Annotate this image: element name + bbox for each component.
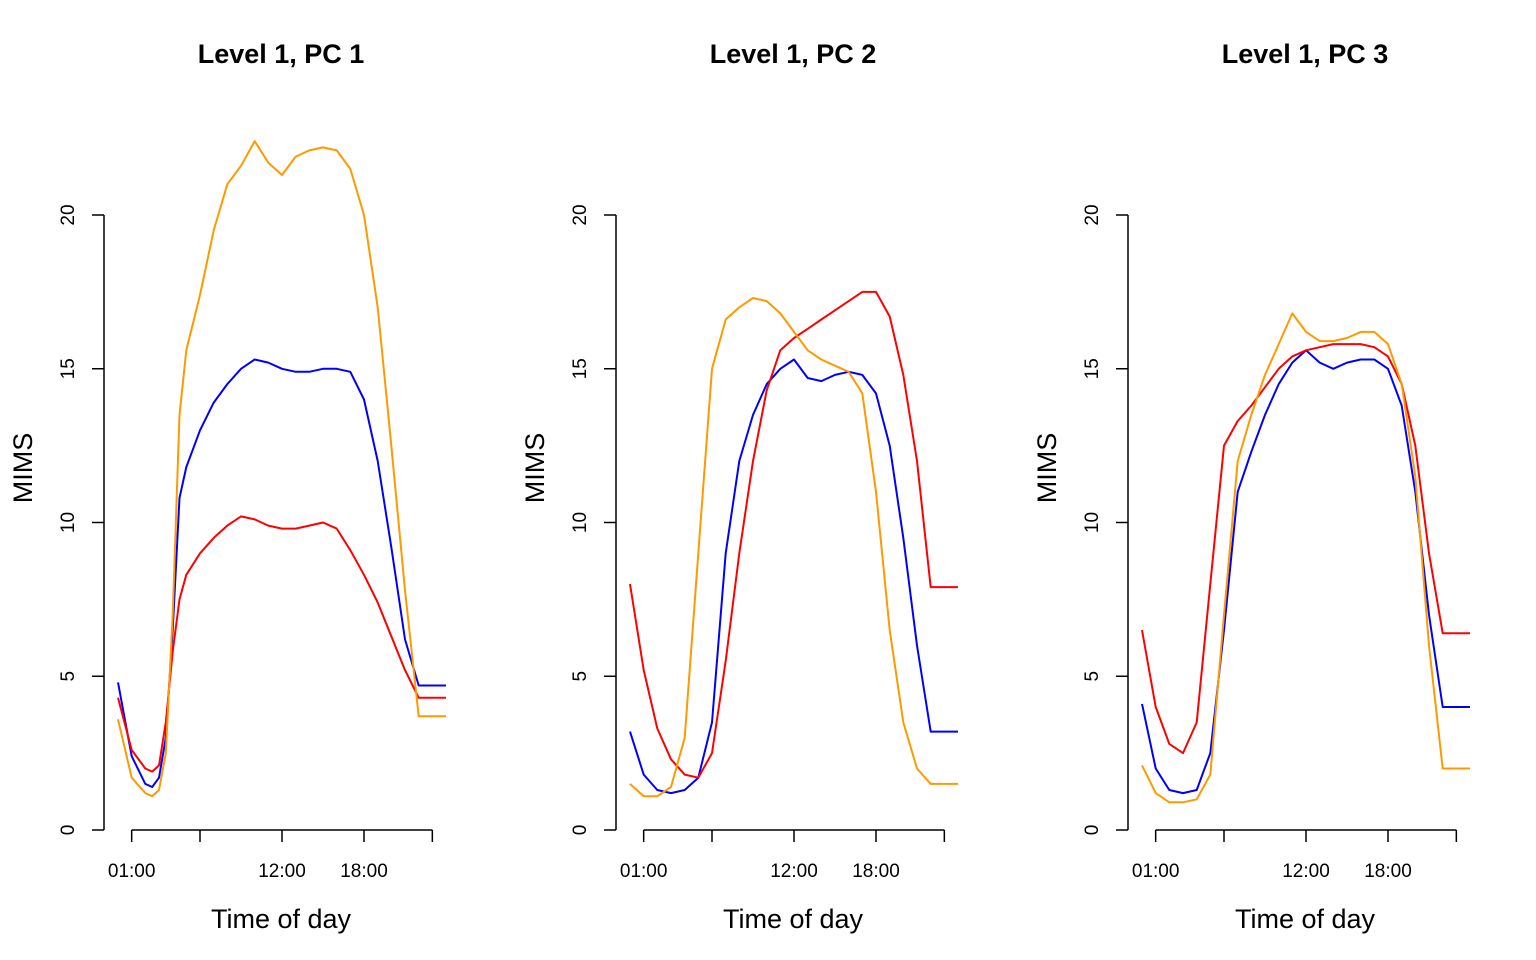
y-tick-label: 15 [570, 358, 591, 379]
x-tick-label: 12:00 [770, 861, 818, 882]
y-tick-label: 20 [1082, 204, 1103, 225]
chart-title: Level 1, PC 3 [1222, 39, 1389, 69]
y-tick-label: 15 [1082, 358, 1103, 379]
x-tick-label: 01:00 [620, 861, 668, 882]
series-line-3 [117, 140, 446, 798]
x-tick-label: 12:00 [258, 861, 306, 882]
y-tick-label: 0 [570, 825, 591, 836]
y-tick-label: 5 [58, 671, 79, 682]
x-axis-label: Time of day [723, 904, 864, 934]
x-tick-label: 12:00 [1282, 861, 1330, 882]
series-line-3 [1141, 312, 1470, 804]
series-line-2 [1141, 343, 1470, 755]
series-line-1 [1141, 349, 1470, 795]
x-tick-label: 18:00 [852, 861, 900, 882]
y-axis-label: MIMS [1032, 433, 1062, 504]
chart-panel-3: Level 1, PC 3 0 5 10 15 20 01:00 12:00 18:00 Time… [1032, 39, 1470, 934]
x-axis-label: Time of day [211, 904, 352, 934]
y-tick-label: 20 [58, 204, 79, 225]
x-tick-label: 01:00 [108, 861, 156, 882]
series-line-2 [629, 290, 958, 779]
y-tick-label: 15 [58, 358, 79, 379]
y-axis-label: MIMS [8, 433, 38, 504]
chart-title: Level 1, PC 2 [710, 39, 877, 69]
y-tick-label: 5 [1082, 671, 1103, 682]
y-tick-label: 0 [58, 825, 79, 836]
x-axis-label: Time of day [1235, 904, 1376, 934]
y-tick-label: 10 [570, 512, 591, 533]
series-line-2 [117, 515, 446, 773]
series-line-1 [117, 358, 446, 788]
x-tick-label: 18:00 [340, 861, 388, 882]
series-line-3 [629, 297, 958, 798]
chart-title: Level 1, PC 1 [198, 39, 365, 69]
y-tick-label: 10 [1082, 512, 1103, 533]
y-axis-label: MIMS [520, 433, 550, 504]
x-tick-label: 01:00 [1132, 861, 1180, 882]
y-tick-label: 10 [58, 512, 79, 533]
x-tick-label: 18:00 [1364, 861, 1412, 882]
chart-panel-2: Level 1, PC 2 0 5 10 15 20 01:00 12:00 18:00 Time… [520, 39, 958, 934]
series-line-1 [629, 358, 958, 795]
y-tick-label: 20 [570, 204, 591, 225]
chart-panel-1: Level 1, PC 1 0 5 10 15 20 01:00 12:00 18:00 Time… [8, 39, 446, 934]
y-tick-label: 0 [1082, 825, 1103, 836]
y-tick-label: 5 [570, 671, 591, 682]
